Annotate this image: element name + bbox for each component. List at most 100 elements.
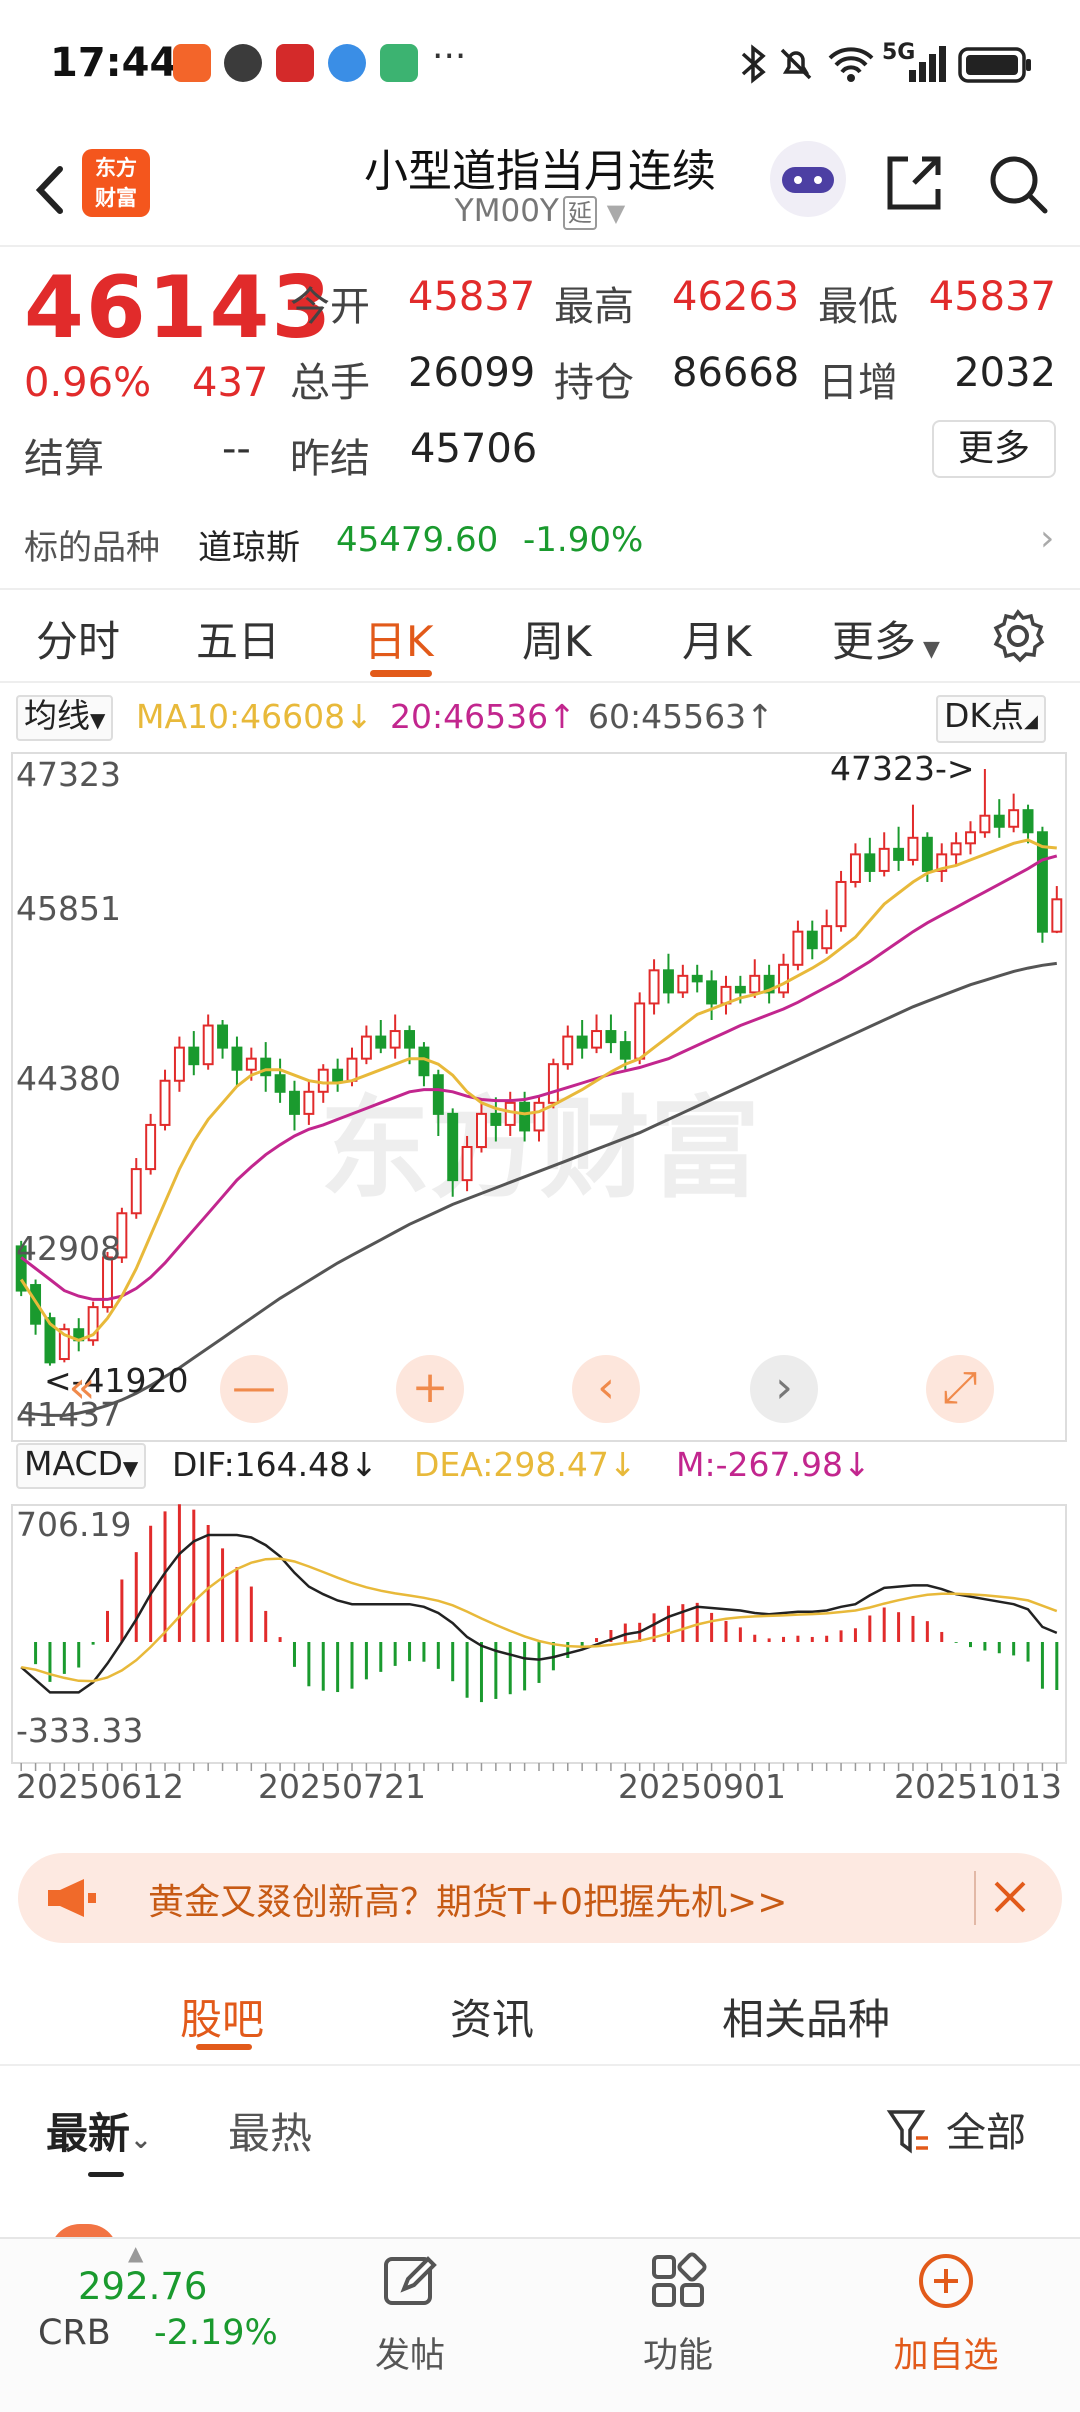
tab-related[interactable]: 相关品种 bbox=[722, 1995, 891, 2044]
m-label: M:-267.98↓ bbox=[676, 1445, 871, 1484]
tab-guba[interactable]: 股吧 bbox=[180, 1995, 265, 2044]
contract-code[interactable]: YM00Y 延 ▼ bbox=[300, 193, 780, 230]
dk-label: DK点 bbox=[944, 696, 1025, 735]
candle-body bbox=[389, 1030, 401, 1049]
candle-body bbox=[591, 1030, 602, 1049]
bank-app-icon bbox=[276, 44, 314, 82]
sort-latest[interactable]: 最新⌄ bbox=[46, 2100, 152, 2161]
quote-value: 26099 bbox=[408, 350, 536, 396]
more-quote-button[interactable]: 更多 bbox=[932, 420, 1056, 478]
candle-body bbox=[792, 930, 804, 966]
candle-body bbox=[806, 930, 818, 950]
filter-icon[interactable] bbox=[886, 2106, 932, 2156]
caret-up-icon: ▲ bbox=[128, 2241, 144, 2265]
move-left-icon[interactable]: ‹ bbox=[572, 1355, 640, 1423]
functions-button[interactable]: 功能 bbox=[642, 2336, 713, 2376]
candle-body bbox=[734, 985, 746, 994]
candle-body bbox=[706, 980, 718, 1005]
kline-chart[interactable]: 东方财富 bbox=[0, 747, 1080, 1797]
ai-assistant-icon[interactable] bbox=[770, 141, 846, 217]
candle-body bbox=[519, 1101, 531, 1132]
zoom-in-icon[interactable]: + bbox=[396, 1355, 464, 1423]
back-icon[interactable] bbox=[22, 155, 92, 225]
fullscreen-icon[interactable]: ⤢ bbox=[926, 1355, 994, 1423]
sort-indicator bbox=[88, 2172, 124, 2177]
tab-monthly-k[interactable]: 月K bbox=[682, 617, 752, 666]
candle-body bbox=[173, 1046, 185, 1082]
network-type: 5G bbox=[882, 40, 916, 65]
dif-line bbox=[20, 1533, 1058, 1694]
candle-body bbox=[130, 1168, 142, 1215]
candle-body bbox=[547, 1063, 559, 1104]
candle-body bbox=[950, 842, 962, 856]
underlying-row[interactable]: 标的品种 道琼斯 45479.60 -1.90% › bbox=[0, 510, 1080, 578]
share-icon[interactable] bbox=[882, 151, 946, 215]
candle-body bbox=[289, 1090, 300, 1115]
chevron-down-icon: ⌄ bbox=[130, 2125, 152, 2155]
candle-body bbox=[979, 814, 991, 834]
candle-body bbox=[260, 1057, 272, 1077]
macd-select[interactable]: MACD▼ bbox=[16, 1443, 147, 1489]
candle-body bbox=[576, 1035, 588, 1049]
candle-body bbox=[936, 853, 948, 872]
quote-label: 最高 bbox=[554, 284, 634, 330]
pinwheel-app-icon bbox=[328, 44, 366, 82]
sort-latest-label: 最新 bbox=[46, 2109, 131, 2158]
y-label-2: 45851 bbox=[16, 889, 121, 928]
candle-body bbox=[849, 853, 861, 883]
add-watchlist-button[interactable]: 加自选 bbox=[893, 2336, 999, 2376]
dk-point-button[interactable]: DK点◢ bbox=[936, 695, 1046, 743]
functions-grid-icon[interactable] bbox=[648, 2251, 708, 2311]
corner-icon: ◢ bbox=[1024, 711, 1038, 732]
candle-body bbox=[619, 1041, 631, 1060]
filter-all[interactable]: 全部 bbox=[946, 2110, 1026, 2156]
candle-body bbox=[490, 1112, 502, 1126]
move-right-icon[interactable]: › bbox=[750, 1355, 818, 1423]
tab-five-day[interactable]: 五日 bbox=[196, 617, 281, 666]
candle-body bbox=[893, 847, 905, 861]
tab-news[interactable]: 资讯 bbox=[450, 1995, 535, 2044]
sort-hot[interactable]: 最热 bbox=[228, 2109, 313, 2158]
underlying-change: -1.90% bbox=[523, 520, 644, 560]
zoom-out-icon[interactable]: — bbox=[220, 1355, 288, 1423]
chart-area[interactable]: 均线▼ MA10:46608↓ 20:46536↑ 60:45563↑ DK点◢… bbox=[0, 685, 1080, 1845]
signal-icon bbox=[909, 46, 946, 82]
mute-icon bbox=[780, 48, 812, 80]
more-notifications-icon: ··· bbox=[432, 36, 467, 77]
candle-body bbox=[835, 880, 847, 928]
candle-body bbox=[821, 925, 833, 950]
ma60-line bbox=[20, 961, 1057, 1417]
crb-label: CRB bbox=[38, 2313, 111, 2353]
candle-body bbox=[30, 1284, 42, 1325]
active-tab-indicator bbox=[370, 670, 432, 677]
date-label-3: 20250901 bbox=[618, 1767, 786, 1806]
ma10-line bbox=[19, 838, 1057, 1342]
close-icon[interactable] bbox=[990, 1877, 1030, 1917]
tab-more[interactable]: 更多 ▼ bbox=[832, 608, 940, 669]
quote-value: 2032 bbox=[954, 350, 1056, 396]
candle-body bbox=[749, 974, 761, 994]
ma-select[interactable]: 均线▼ bbox=[16, 695, 114, 741]
ma-select-label: 均线 bbox=[24, 696, 90, 735]
tab-weekly-k[interactable]: 周K bbox=[522, 617, 592, 666]
app-notification-icon bbox=[173, 44, 211, 82]
chart-tabs: 分时 五日 日K 周K 月K 更多 ▼ bbox=[0, 588, 1080, 683]
promo-banner[interactable]: 黄金又叕创新高？期货T+0把握先机>> bbox=[18, 1853, 1062, 1943]
candle-body bbox=[159, 1079, 171, 1126]
tab-daily-k[interactable]: 日K bbox=[364, 617, 434, 666]
candle-body bbox=[778, 963, 789, 994]
post-button[interactable]: 发帖 bbox=[374, 2336, 445, 2376]
edit-post-icon[interactable] bbox=[380, 2251, 440, 2311]
candle-body bbox=[763, 974, 775, 994]
settings-gear-icon[interactable] bbox=[990, 608, 1046, 664]
add-watchlist-icon[interactable] bbox=[916, 2251, 976, 2311]
y-label-4: 42908 bbox=[16, 1229, 121, 1268]
crb-value[interactable]: 292.76 bbox=[78, 2265, 208, 2308]
tab-intraday[interactable]: 分时 bbox=[36, 617, 121, 666]
candle-body bbox=[1022, 809, 1034, 834]
scroll-left-fast-icon[interactable]: « bbox=[68, 1362, 96, 1413]
date-label-4: 20251013 bbox=[894, 1767, 1062, 1806]
search-icon[interactable] bbox=[985, 151, 1051, 217]
macd-y-bottom: -333.33 bbox=[16, 1711, 144, 1750]
change-percent: 0.96% bbox=[24, 360, 152, 406]
